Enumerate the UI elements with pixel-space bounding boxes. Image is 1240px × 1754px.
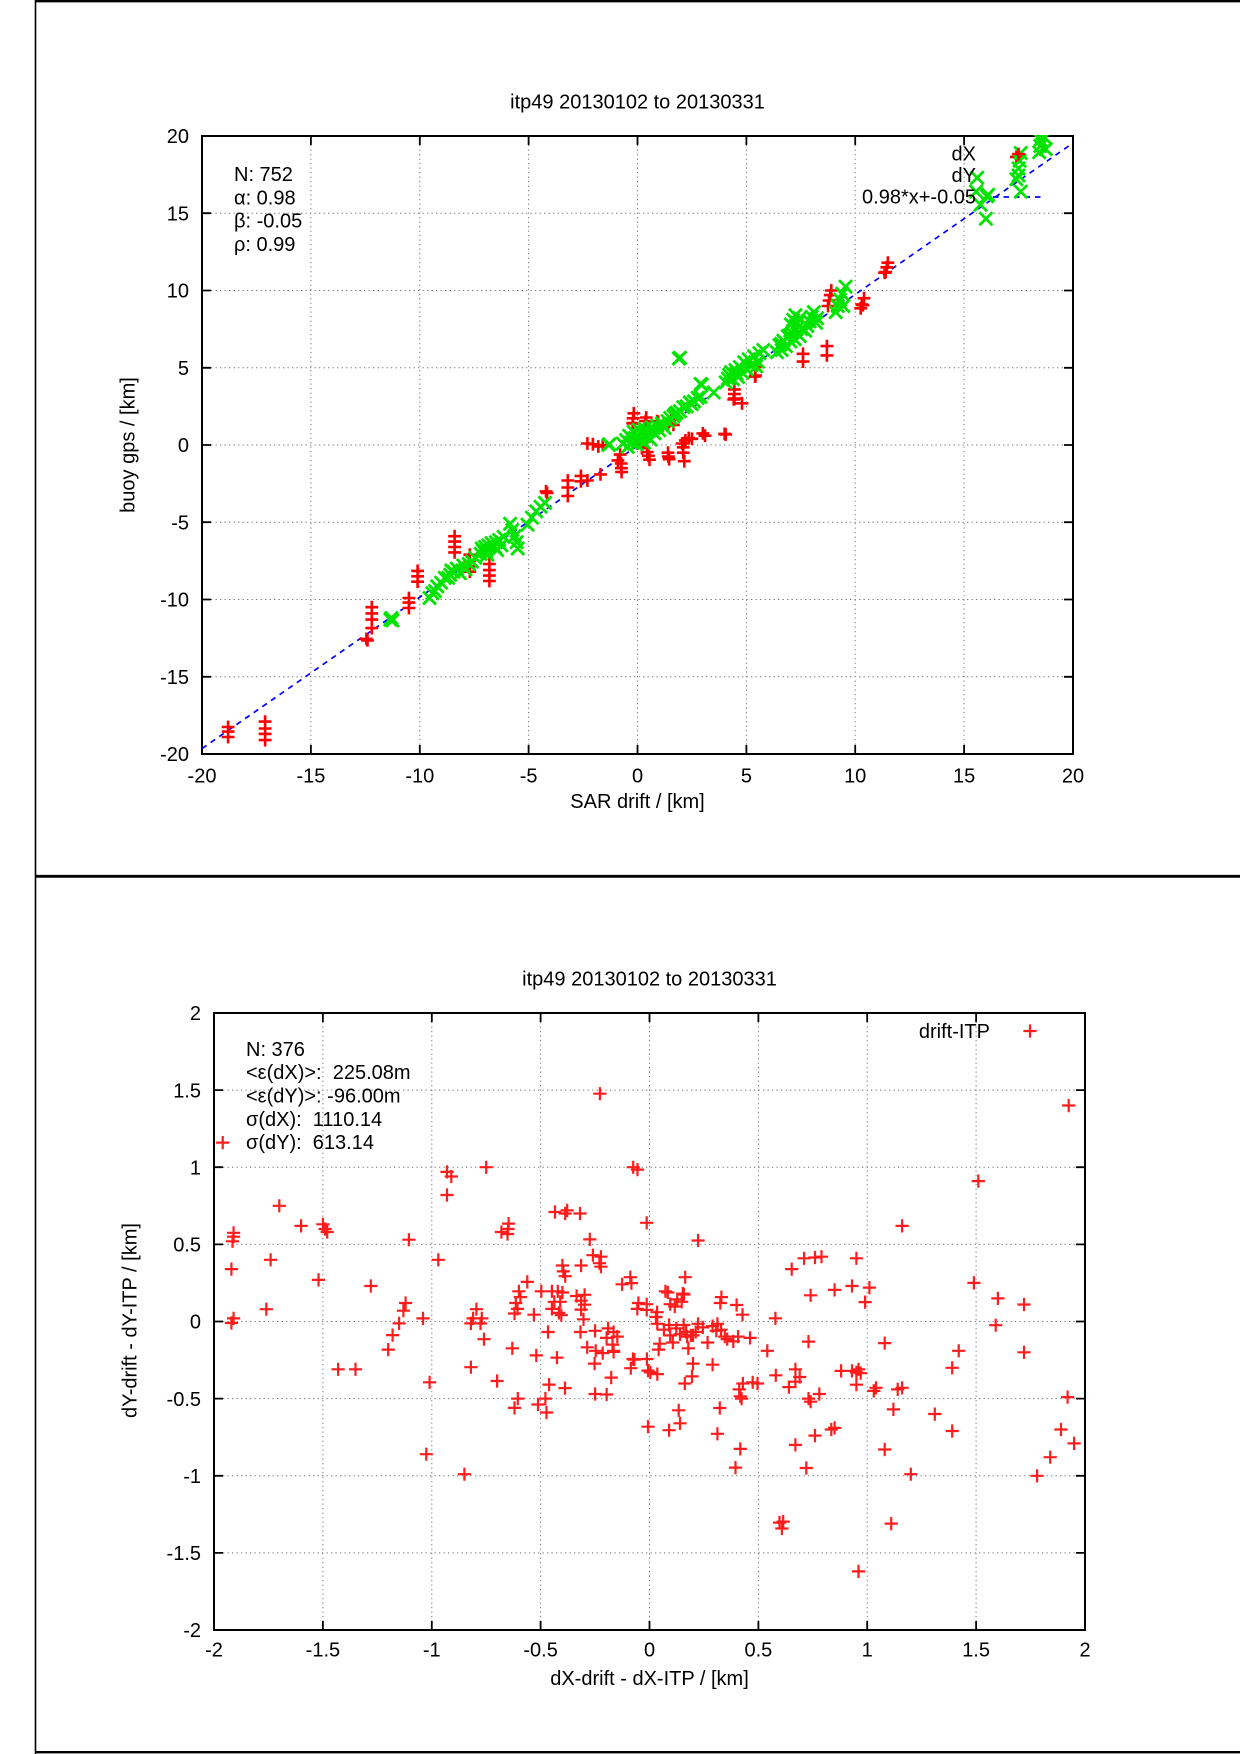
svg-text:5: 5 [178,358,189,380]
svg-text:-2: -2 [183,1620,201,1642]
svg-text:-1.5: -1.5 [306,1640,340,1662]
svg-text:β: -0.05: β: -0.05 [234,211,302,233]
svg-text:-1: -1 [423,1640,441,1662]
svg-text:σ(dY): 613.14: σ(dY): 613.14 [246,1132,374,1154]
svg-text:15: 15 [953,766,975,788]
svg-text:σ(dX): 1110.14: σ(dX): 1110.14 [246,1109,382,1131]
svg-text:1: 1 [190,1158,201,1180]
svg-text:SAR drift / [km]: SAR drift / [km] [570,791,704,813]
svg-text:α: 0.98: α: 0.98 [234,187,296,209]
svg-text:0.5: 0.5 [173,1235,201,1257]
svg-text:-15: -15 [160,667,189,689]
svg-text:10: 10 [167,281,189,303]
svg-text:-5: -5 [520,766,538,788]
svg-text:-10: -10 [405,766,434,788]
svg-text:ρ: 0.99: ρ: 0.99 [234,234,295,256]
svg-text:<ε(dX)>: 225.08m: <ε(dX)>: 225.08m [246,1062,411,1084]
svg-text:0.5: 0.5 [744,1640,772,1662]
svg-text:1: 1 [862,1640,873,1662]
svg-text:-0.5: -0.5 [167,1389,201,1411]
svg-text:5: 5 [741,766,752,788]
svg-text:N: 376: N: 376 [246,1039,305,1061]
svg-text:20: 20 [1062,766,1084,788]
svg-text:0: 0 [178,435,189,457]
svg-text:0: 0 [632,766,643,788]
svg-text:15: 15 [167,203,189,225]
svg-text:-2: -2 [205,1640,223,1662]
svg-text:dX-drift - dX-ITP / [km]: dX-drift - dX-ITP / [km] [550,1668,749,1690]
svg-text:0: 0 [644,1640,655,1662]
svg-text:-1.5: -1.5 [167,1543,201,1565]
svg-text:1.5: 1.5 [173,1080,201,1102]
svg-text:buoy gps / [km]: buoy gps / [km] [118,377,140,513]
svg-text:N: 752: N: 752 [234,164,293,186]
svg-text:itp49 20130102 to 20130331: itp49 20130102 to 20130331 [510,92,765,114]
svg-text:-0.5: -0.5 [523,1640,557,1662]
svg-text:2: 2 [1079,1640,1090,1662]
svg-text:dY-drift - dY-ITP / [km]: dY-drift - dY-ITP / [km] [120,1223,142,1418]
svg-text:0: 0 [190,1312,201,1334]
svg-text:20: 20 [167,126,189,148]
svg-text:-1: -1 [183,1466,201,1488]
svg-text:2: 2 [190,1003,201,1025]
svg-text:0.98*x+-0.05: 0.98*x+-0.05 [862,187,976,209]
svg-text:-10: -10 [160,590,189,612]
svg-text:itp49 20130102 to 20130331: itp49 20130102 to 20130331 [522,969,777,991]
svg-text:<ε(dY)>: -96.00m: <ε(dY)>: -96.00m [246,1086,401,1108]
svg-text:dX: dX [952,144,976,166]
svg-text:dY: dY [952,165,976,187]
svg-text:-20: -20 [160,744,189,766]
svg-text:drift-ITP: drift-ITP [919,1021,990,1043]
svg-text:-20: -20 [188,766,217,788]
svg-text:1.5: 1.5 [962,1640,990,1662]
svg-text:-15: -15 [296,766,325,788]
svg-text:-5: -5 [171,513,189,535]
svg-text:10: 10 [844,766,866,788]
